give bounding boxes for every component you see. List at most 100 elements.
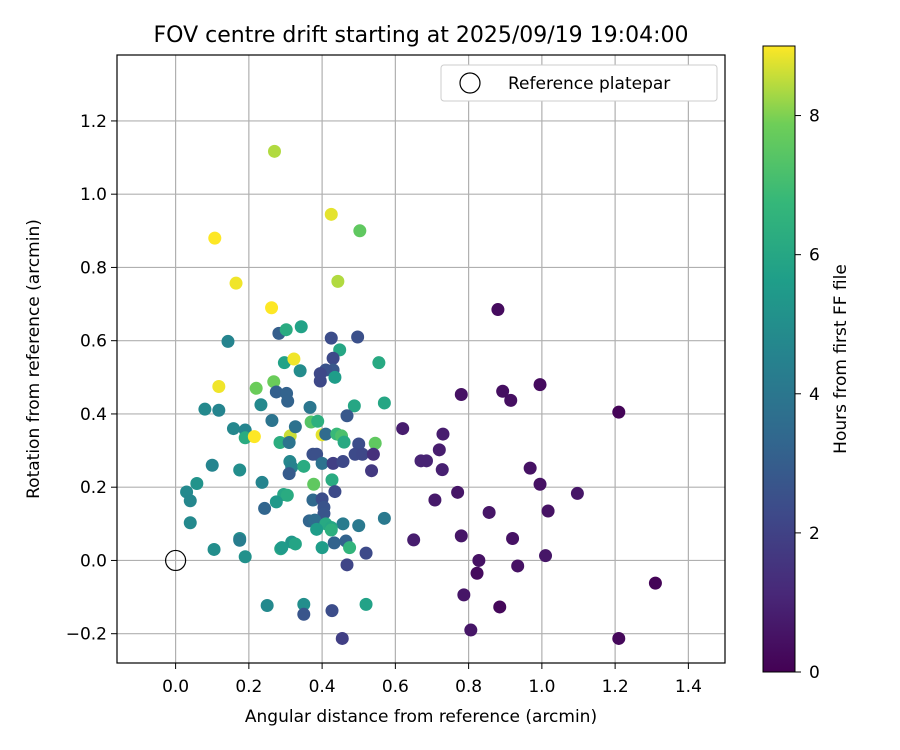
colorbar-tick-label: 0	[809, 663, 820, 683]
data-point	[249, 381, 263, 395]
data-point	[247, 430, 261, 444]
data-point	[541, 504, 555, 518]
data-point	[533, 378, 547, 392]
data-point	[315, 456, 329, 470]
data-point	[310, 522, 324, 536]
data-point	[454, 529, 468, 543]
y-tick-label: 0.8	[80, 258, 107, 278]
data-point	[297, 459, 311, 473]
data-point	[377, 511, 391, 525]
data-point	[539, 549, 553, 563]
data-point	[533, 477, 547, 491]
data-point	[319, 427, 333, 441]
data-point	[419, 454, 433, 468]
legend-label: Reference platepar	[508, 74, 670, 94]
data-point	[325, 473, 339, 487]
data-point	[366, 447, 380, 461]
data-point	[493, 600, 507, 614]
data-point	[208, 231, 222, 245]
data-point	[428, 493, 442, 507]
data-point	[233, 533, 247, 547]
data-point	[432, 443, 446, 457]
chart-title: FOV centre drift starting at 2025/09/19 …	[154, 23, 689, 48]
data-point	[190, 477, 204, 491]
data-point	[435, 463, 449, 477]
colorbar-tick-label: 8	[809, 107, 820, 127]
data-point	[359, 546, 373, 560]
data-point	[212, 379, 226, 393]
data-point	[212, 403, 226, 417]
data-point	[523, 461, 537, 475]
data-point	[315, 541, 329, 555]
x-tick-label: 0.0	[162, 677, 189, 697]
data-point	[328, 370, 342, 384]
y-tick-label: 0.6	[80, 332, 107, 352]
data-point	[267, 375, 281, 389]
data-point	[324, 523, 338, 537]
data-point	[279, 323, 293, 337]
data-point	[372, 356, 386, 370]
data-point	[324, 331, 338, 345]
data-point	[612, 405, 626, 419]
data-point	[504, 393, 518, 407]
data-point	[288, 537, 302, 551]
data-point	[258, 501, 272, 515]
data-point	[183, 516, 197, 530]
y-tick-label: 1.2	[80, 112, 107, 132]
data-point	[229, 276, 243, 290]
data-point	[352, 519, 366, 533]
y-tick-label: 0.0	[80, 551, 107, 571]
data-point	[207, 542, 221, 556]
x-tick-label: 1.4	[675, 677, 702, 697]
data-point	[205, 458, 219, 472]
data-point	[221, 334, 235, 348]
data-point	[340, 409, 354, 423]
y-axis-label: Rotation from reference (arcmin)	[24, 219, 44, 499]
data-point	[260, 598, 274, 612]
data-point	[254, 398, 268, 412]
x-tick-label: 0.2	[235, 677, 262, 697]
plot-frame	[116, 54, 726, 664]
data-point	[351, 330, 365, 344]
data-point	[436, 427, 450, 441]
data-point	[472, 553, 486, 567]
data-point	[570, 486, 584, 500]
data-point	[294, 320, 308, 334]
data-point	[255, 475, 269, 489]
data-point	[368, 436, 382, 450]
data-point	[303, 400, 317, 414]
data-point	[269, 385, 283, 399]
data-point	[648, 576, 662, 590]
data-point	[273, 436, 287, 450]
x-axis-label: Angular distance from reference (arcmin)	[245, 707, 597, 727]
data-point	[326, 351, 340, 365]
data-point	[457, 588, 471, 602]
data-point	[327, 536, 341, 550]
data-point	[326, 456, 340, 470]
x-tick-label: 0.6	[382, 677, 409, 697]
grid	[117, 55, 725, 663]
data-point	[311, 414, 325, 428]
data-point	[282, 467, 296, 481]
data-point	[612, 631, 626, 645]
data-point	[336, 455, 350, 469]
legend-box	[440, 64, 718, 102]
data-point	[491, 303, 505, 317]
data-point	[198, 402, 212, 416]
data-point	[297, 607, 311, 621]
data-point	[470, 566, 484, 580]
data-point	[328, 485, 342, 499]
data-point	[293, 364, 307, 378]
data-point	[307, 477, 321, 491]
x-tick-label: 1.0	[528, 677, 555, 697]
data-point	[359, 597, 373, 611]
data-point	[281, 394, 295, 408]
data-point	[353, 224, 367, 238]
data-point	[324, 207, 338, 221]
y-tick-label: 0.4	[80, 405, 107, 425]
colorbar-ticks: 0 2 4 6 8	[795, 107, 820, 683]
colorbar-tick-label: 2	[809, 524, 820, 544]
y-axis-ticks: −0.2 0.0 0.2 0.4 0.6 0.8 1.0 1.2	[66, 112, 117, 645]
data-point	[496, 384, 510, 398]
